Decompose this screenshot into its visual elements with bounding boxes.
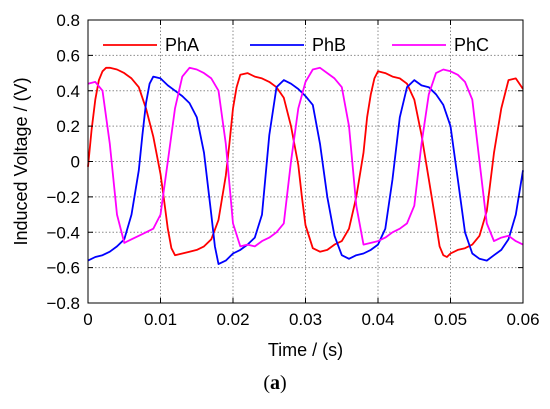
y-tick-label: −0.2 — [46, 188, 80, 207]
legend-label-phc: PhC — [454, 35, 489, 55]
ticks: 0 0.01 0.02 0.03 0.04 0.05 0.06 −0.8 −0.6 −0.4 −0.… — [46, 11, 539, 329]
legend-label-phb: PhB — [312, 35, 346, 55]
legend-label-pha: PhA — [165, 35, 199, 55]
x-axis-title: Time / (s) — [268, 340, 343, 360]
caption-open: ( — [263, 372, 270, 394]
y-axis-title: Induced Voltage / (V) — [11, 77, 31, 245]
series-line-phc — [87, 66, 524, 248]
series-line-pha — [87, 66, 524, 258]
y-tick-label: 0.2 — [56, 117, 80, 136]
x-tick-label: 0.02 — [216, 310, 249, 329]
x-tick-label: 0.06 — [506, 310, 539, 329]
chart: 0 0.01 0.02 0.03 0.04 0.05 0.06 −0.8 −0.6 −0.4 −0.… — [11, 11, 540, 360]
x-tick-label: 0.01 — [144, 310, 177, 329]
y-tick-label: 0 — [71, 153, 80, 172]
grid — [88, 20, 523, 303]
figure-caption: (a) — [0, 372, 550, 395]
x-tick-label: 0 — [83, 310, 92, 329]
y-tick-label: −0.4 — [46, 223, 80, 242]
y-tick-label: 0.4 — [56, 82, 80, 101]
x-tick-label: 0.05 — [434, 310, 467, 329]
caption-letter: a — [270, 372, 280, 394]
series-layer — [87, 66, 524, 265]
legend: PhA PhB PhC — [103, 35, 489, 55]
series-line-phb — [87, 75, 524, 265]
x-tick-label: 0.04 — [361, 310, 394, 329]
y-tick-label: −0.8 — [46, 294, 80, 313]
y-tick-label: 0.6 — [56, 46, 80, 65]
x-tick-label: 0.03 — [289, 310, 322, 329]
y-tick-label: 0.8 — [56, 11, 80, 30]
y-tick-label: −0.6 — [46, 259, 80, 278]
caption-close: ) — [280, 372, 287, 394]
